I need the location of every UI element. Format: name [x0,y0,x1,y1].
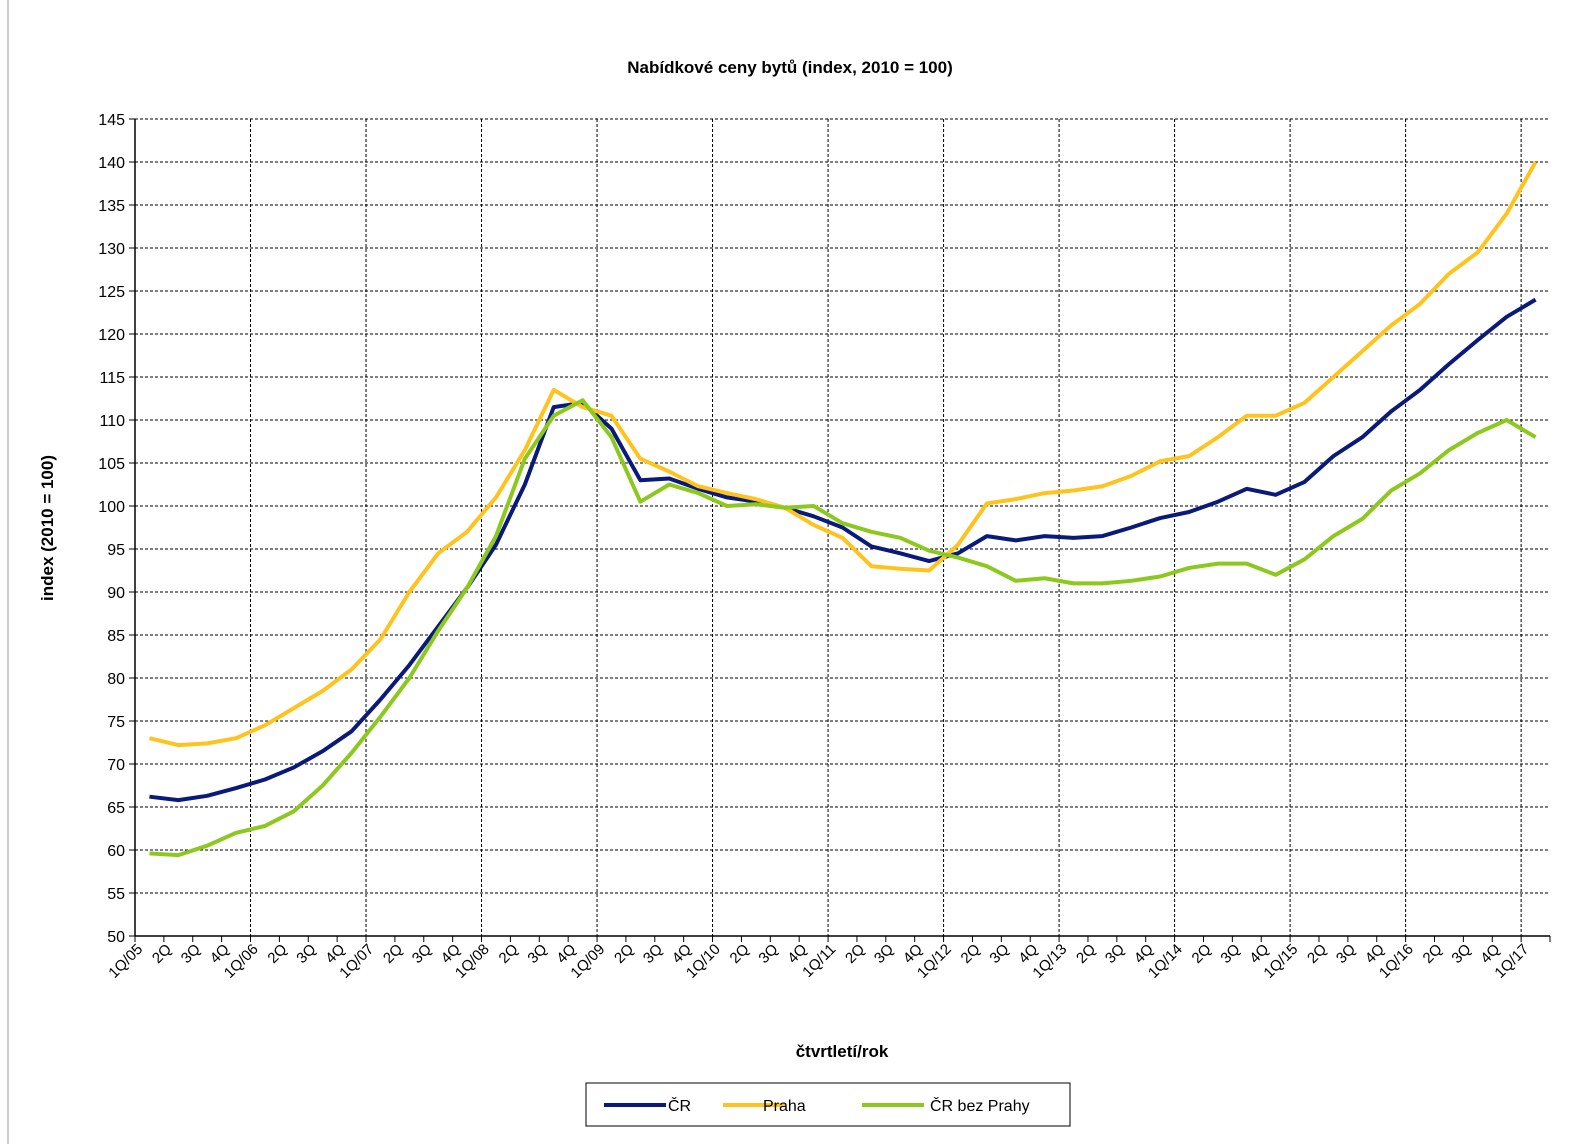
x-tick-label: 2Q [264,941,290,967]
y-tick-label: 50 [107,929,125,946]
y-tick-label: 80 [107,671,125,688]
y-tick-label: 85 [107,628,125,645]
x-tick-label: 3Q [1102,941,1128,967]
x-tick-label: 2Q [496,941,522,967]
y-tick-label: 145 [98,112,125,129]
x-tick-label: 2Q [1073,941,1099,967]
y-tick-label: 130 [98,241,125,258]
x-tick-label: 3Q [293,941,319,967]
y-tick-label: 140 [98,155,125,172]
x-tick-label: 2Q [958,941,984,967]
y-tick-label: 105 [98,456,125,473]
y-tick-label: 110 [99,413,125,430]
x-tick-label: 3Q [640,941,666,967]
chart-title: Nabídkové ceny bytů (index, 2010 = 100) [627,58,953,77]
y-tick-label: 135 [98,198,125,215]
legend-label: ČR [668,1096,691,1115]
x-tick-label: 3Q [1217,941,1243,967]
y-tick-label: 65 [107,800,125,817]
y-tick-label: 90 [107,585,125,602]
x-tick-label: 2Q [611,941,637,967]
y-tick-label: 75 [107,714,125,731]
series-line [149,297,1537,803]
series-line [148,161,1538,748]
x-tick-label: 2Q [842,941,868,967]
x-tick-label: 3Q [1333,941,1359,967]
x-tick-label: 2Q [380,941,406,967]
y-tick-label: 55 [107,886,125,903]
x-tick-label: 2Q [1304,941,1330,967]
legend-label: ČR bez Prahy [930,1096,1030,1115]
x-axis-label: čtvrtletí/rok [796,1042,889,1061]
x-tick-label: 3Q [986,941,1012,967]
legend-label: Praha [763,1098,806,1115]
x-tick-label: 3Q [409,941,435,967]
series-line [149,398,1537,858]
x-tick-label: 3Q [871,941,897,967]
x-tick-label: 2Q [1189,941,1215,967]
y-tick-label: 95 [107,542,125,559]
y-tick-label: 60 [107,843,125,860]
y-tick-label: 125 [98,284,125,301]
x-tick-label: 2Q [1420,941,1446,967]
legend-box [585,1082,1071,1127]
x-tick-label: 1Q/11 [799,941,839,981]
x-tick-label: 3Q [178,941,204,967]
x-tick-label: 2Q [149,941,175,967]
x-tick-label: 3Q [1448,941,1474,967]
y-tick-label: 100 [98,499,125,516]
y-tick-label: 70 [107,757,125,774]
y-tick-label: 115 [99,370,125,387]
x-tick-label: 3Q [524,941,550,967]
x-tick-label: 1Q/05 [105,941,146,982]
x-tick-label: 2Q [727,941,753,967]
y-axis-label: index (2010 = 100) [38,455,57,601]
x-tick-label: 3Q [755,941,781,967]
y-tick-label: 120 [98,327,125,344]
